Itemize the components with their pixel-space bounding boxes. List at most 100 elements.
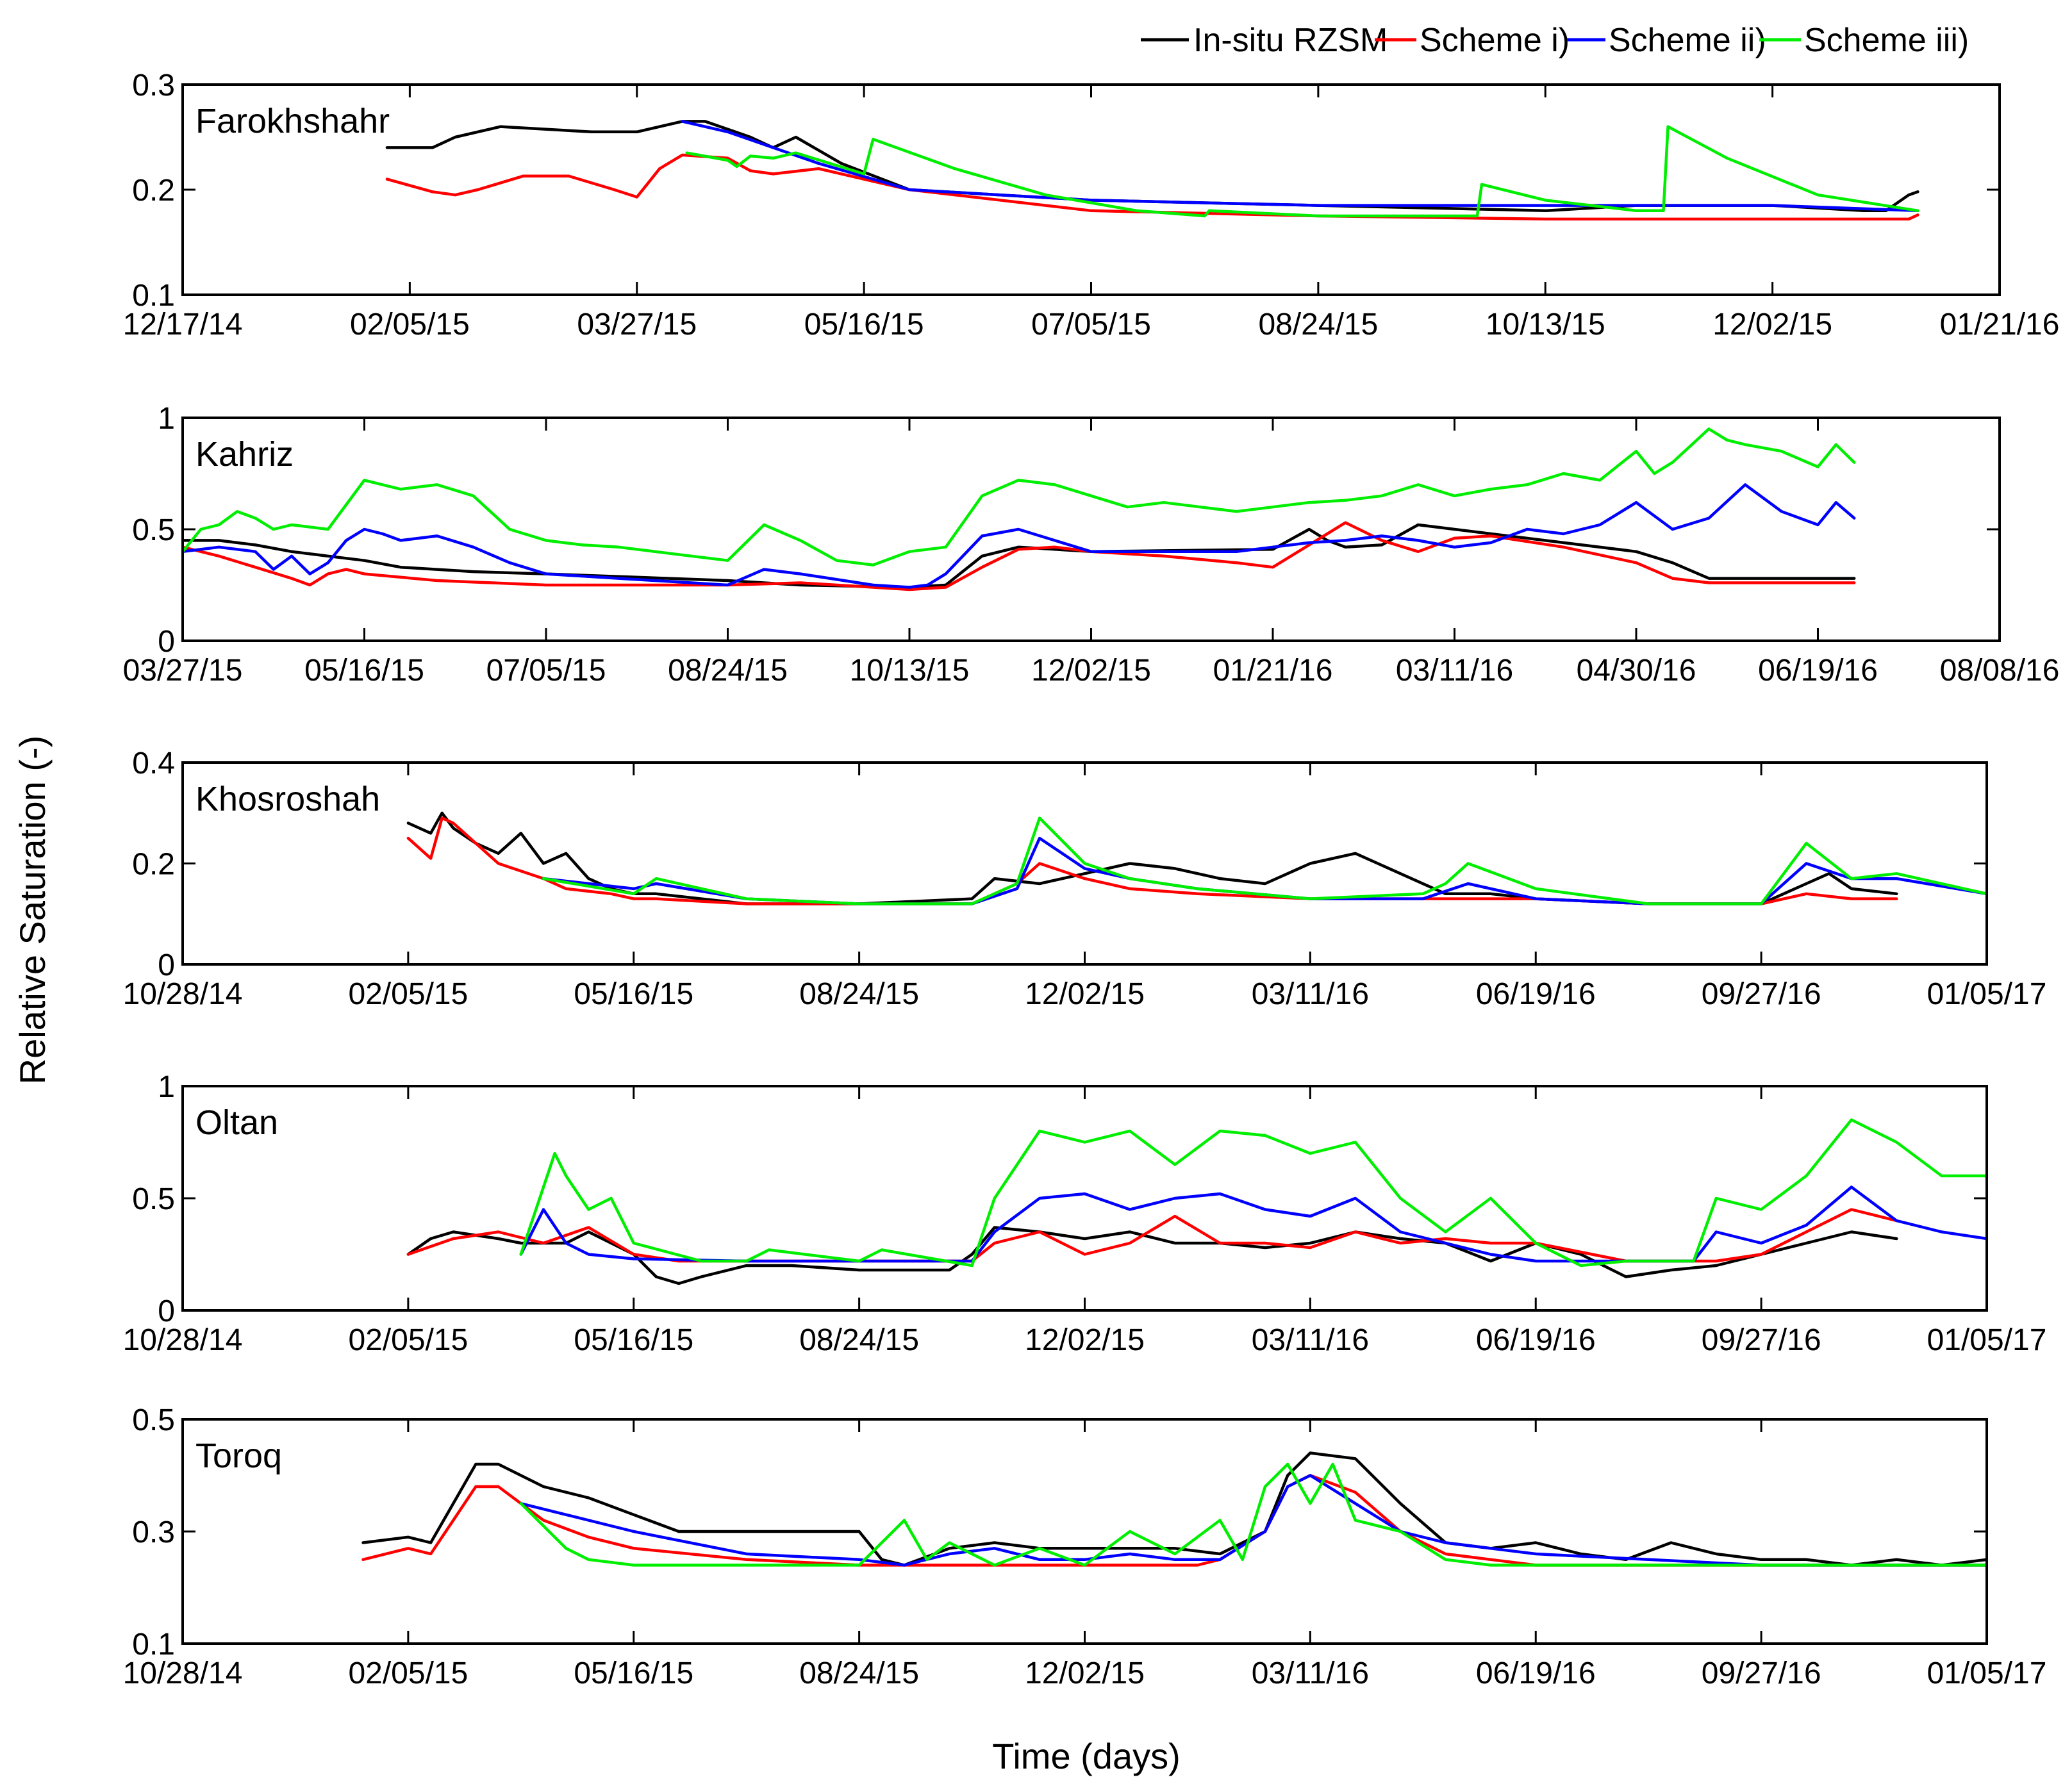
y-tick-label: 1 [158,402,175,436]
x-tick-label: 08/24/15 [668,654,788,688]
series-group-farokhshahr [385,120,1919,221]
station-title-oltan: Oltan [195,1103,278,1142]
x-tick-label: 12/02/15 [1025,1323,1145,1357]
x-tick-label: 02/05/15 [348,1656,468,1690]
x-tick-label: 05/16/15 [574,1656,693,1690]
x-tick-label: 05/16/15 [574,977,693,1011]
series-line-toroq-3 [519,1474,1987,1567]
y-tick-label: 0.3 [132,1515,175,1549]
legend-label-scheme-ii: Scheme ii) [1609,22,1766,59]
y-tick-label: 0.3 [132,69,175,103]
series-group-khosroshah [406,811,1987,905]
x-tick-label: 12/02/15 [1712,308,1832,342]
x-tick-label: 04/30/16 [1577,654,1696,688]
x-tick-label: 08/24/15 [799,1323,919,1357]
x-tick-label: 03/11/16 [1252,1656,1369,1690]
panel-oltan: 0 0.5 1 10/28/14 02/05/15 05/16/15 08/24/15 12/… [123,1070,2047,1357]
series-line-farokhshahr-4 [685,125,1919,218]
y-tick-label: 0.2 [132,848,175,882]
legend-label-scheme-i: Scheme i) [1420,22,1570,59]
series-group-kahriz [183,427,1856,591]
x-tick-label: 12/02/15 [1025,977,1145,1011]
y-tick-label: 0 [158,1294,175,1328]
x-tick-label: 09/27/16 [1702,1656,1821,1690]
series-line-toroq-1 [361,1451,1987,1567]
y-tick-label: 0.5 [132,1403,175,1437]
x-tick-label: 12/02/15 [1025,1656,1145,1690]
y-tick-label: 0.2 [132,174,175,208]
x-tick-label: 09/27/16 [1702,977,1821,1011]
y-tick-label: 0 [158,625,175,659]
y-tick-label: 0.5 [132,1182,175,1216]
x-tick-label: 10/28/14 [123,977,243,1011]
x-tick-label: 02/05/15 [348,1323,468,1357]
panel-kahriz: 0 0.5 1 03/27/15 05/16/15 07/05/15 08/24/15 10/… [123,402,2060,688]
y-tick-label: 0.5 [132,513,175,547]
series-line-oltan-1 [406,1226,1898,1285]
series-line-kahriz-3 [183,483,1856,589]
x-tick-label: 03/27/15 [577,308,697,342]
legend-label-scheme-iii: Scheme iii) [1804,22,1969,59]
station-title-farokhshahr: Farokhshahr [195,102,390,140]
series-line-oltan-4 [519,1118,1987,1267]
station-title-kahriz: Kahriz [195,435,294,474]
x-tick-label: 10/28/14 [123,1656,243,1690]
panel-khosroshah: 0 0.2 0.4 10/28/14 02/05/15 05/16/15 08/24/15 1… [123,747,2047,1011]
panels: 0.1 0.2 0.3 12/17/14 02/05/15 03/27/15 05/16/1… [123,69,2060,1690]
x-tick-label: 01/21/16 [1940,308,2060,342]
x-tick-label: 01/05/17 [1927,1323,2047,1357]
x-tick-label: 03/27/15 [123,654,243,688]
x-tick-label: 03/11/16 [1252,1323,1369,1357]
x-tick-label: 06/19/16 [1476,977,1596,1011]
x-tick-label: 09/27/16 [1702,1323,1821,1357]
x-tick-label: 08/24/15 [799,977,919,1011]
x-tick-label: 08/24/15 [1258,308,1378,342]
x-tick-label: 07/05/15 [486,654,606,688]
x-tick-label: 08/08/16 [1940,654,2060,688]
x-tick-label: 10/28/14 [123,1323,243,1357]
x-tick-label: 12/17/14 [123,308,243,342]
series-line-toroq-2 [361,1474,1987,1567]
y-tick-label: 0.1 [132,1628,175,1662]
x-tick-label: 01/05/17 [1927,1656,2047,1690]
panel-farokhshahr: 0.1 0.2 0.3 12/17/14 02/05/15 03/27/15 05/16/1… [123,69,2060,342]
x-tick-label: 10/13/15 [850,654,970,688]
y-axis-title: Relative Saturation (-) [12,736,53,1085]
series-line-khosroshah-4 [542,816,1987,905]
x-tick-label: 06/19/16 [1476,1656,1596,1690]
x-tick-label: 12/02/15 [1031,654,1151,688]
x-tick-label: 05/16/15 [574,1323,693,1357]
x-tick-label: 06/19/16 [1758,654,1878,688]
x-tick-label: 10/13/15 [1486,308,1605,342]
series-line-toroq-4 [519,1462,1987,1567]
legend: In-situ RZSM Scheme i) Scheme ii) Scheme… [1141,22,1969,59]
panel-toroq: 0.1 0.3 0.5 10/28/14 02/05/15 05/16/15 08/24/1… [123,1403,2047,1690]
series-group-oltan [406,1118,1987,1285]
x-tick-label: 05/16/15 [804,308,924,342]
y-tick-label: 0 [158,948,175,982]
x-tick-label: 05/16/15 [304,654,424,688]
station-title-toroq: Toroq [195,1437,282,1475]
x-tick-label: 03/11/16 [1396,654,1513,688]
x-tick-label: 08/24/15 [799,1656,919,1690]
series-line-farokhshahr-3 [681,120,1919,213]
x-tick-label: 07/05/15 [1031,308,1151,342]
series-line-kahriz-2 [183,521,1856,591]
x-tick-label: 01/05/17 [1927,977,2047,1011]
legend-label-insitu: In-situ RZSM [1193,22,1388,59]
series-line-kahriz-4 [183,427,1856,566]
x-tick-label: 03/11/16 [1252,977,1369,1011]
y-tick-label: 0.4 [132,747,175,780]
series-line-kahriz-1 [183,523,1856,589]
x-tick-label: 02/05/15 [348,977,468,1011]
series-group-toroq [361,1451,1987,1567]
series-line-farokhshahr-2 [385,153,1919,221]
x-tick-label: 01/21/16 [1213,654,1333,688]
x-tick-label: 02/05/15 [350,308,470,342]
station-title-khosroshah: Khosroshah [195,780,380,818]
x-axis-title: Time (days) [992,1736,1181,1776]
y-tick-label: 1 [158,1070,175,1104]
y-tick-label: 0.1 [132,279,175,313]
